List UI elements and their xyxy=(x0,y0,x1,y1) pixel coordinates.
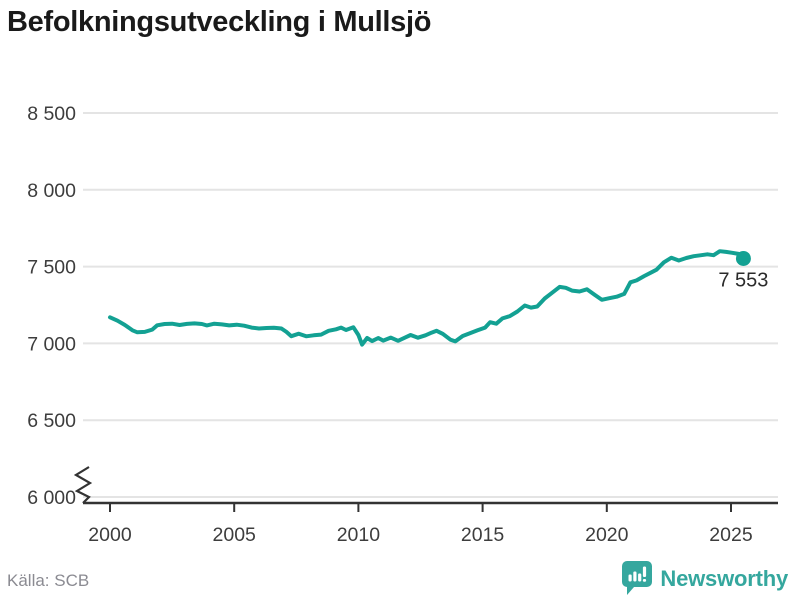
newsworthy-attribution: Newsworthy xyxy=(622,561,788,597)
series-end-value-label: 7 553 xyxy=(718,269,768,291)
chart-title: Befolkningsutveckling i Mullsjö xyxy=(7,6,432,38)
x-tick-label: 2025 xyxy=(709,524,753,546)
y-tick-label: 6 000 xyxy=(27,487,76,509)
y-tick-label: 6 500 xyxy=(27,410,76,432)
x-tick-label: 2010 xyxy=(337,524,381,546)
y-tick-label: 7 500 xyxy=(27,257,76,279)
newsworthy-logo-text: Newsworthy xyxy=(660,566,788,591)
x-tick-label: 2005 xyxy=(213,524,257,546)
x-tick-label: 2000 xyxy=(88,524,132,546)
series-end-dot xyxy=(735,250,751,266)
x-tick-label: 2015 xyxy=(461,524,505,546)
source-note: Källa: SCB xyxy=(7,571,90,590)
y-tick-label: 8 000 xyxy=(27,180,76,202)
x-tick-label: 2020 xyxy=(585,524,629,546)
y-tick-label: 8 500 xyxy=(27,103,76,125)
y-tick-label: 7 000 xyxy=(27,333,76,355)
axis-break-icon xyxy=(73,466,93,504)
newsworthy-logo-icon xyxy=(622,561,653,595)
population-series-line xyxy=(108,249,746,347)
